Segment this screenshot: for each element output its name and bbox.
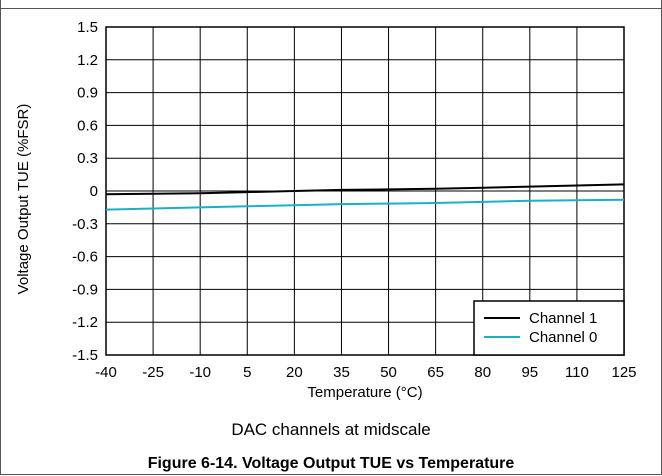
y-tick-label: 0.3 bbox=[77, 150, 98, 167]
tue-chart: 1.5 1.2 0.9 0.6 0.3 0 -0.3 -0.6 -0.9 -1.2 -1.5 -40… bbox=[15, 19, 637, 401]
y-tick-label: -0.3 bbox=[72, 216, 98, 233]
x-tick-label: -10 bbox=[189, 364, 211, 381]
x-tick-label: -25 bbox=[142, 364, 164, 381]
series-line-channel-0 bbox=[105, 198, 625, 211]
y-tick-label: 1.5 bbox=[77, 19, 98, 36]
y-tick-label: 1.2 bbox=[77, 52, 98, 69]
x-tick-label: 95 bbox=[521, 364, 538, 381]
y-tick-label: -1.2 bbox=[72, 314, 98, 331]
x-tick-label: 35 bbox=[333, 364, 350, 381]
figure-caption: Figure 6-14. Voltage Output TUE vs Tempe… bbox=[147, 455, 515, 472]
x-tick-label: 50 bbox=[380, 364, 397, 381]
series-line-channel-1 bbox=[105, 183, 625, 196]
y-tick-label: -0.9 bbox=[72, 281, 98, 298]
y-axis-label: Voltage Output TUE (%FSR) bbox=[15, 104, 32, 295]
y-tick-label: 0.9 bbox=[77, 85, 98, 102]
x-tick-label: 125 bbox=[611, 364, 636, 381]
x-tick-label: 20 bbox=[286, 364, 303, 381]
x-tick-label: -40 bbox=[95, 364, 117, 381]
x-tick-label: 5 bbox=[243, 364, 251, 381]
legend-label: Channel 0 bbox=[529, 329, 597, 346]
legend-box bbox=[473, 300, 625, 356]
legend: Channel 1 Channel 0 bbox=[473, 300, 625, 356]
x-axis-label: Temperature (°C) bbox=[307, 384, 422, 401]
plot-border bbox=[105, 26, 625, 356]
y-tick-label: -0.6 bbox=[72, 249, 98, 266]
x-tick-label: 110 bbox=[565, 364, 589, 381]
y-tick-label: 0 bbox=[90, 183, 98, 200]
legend-label: Channel 1 bbox=[529, 310, 597, 327]
chart-note: DAC channels at midscale bbox=[231, 420, 431, 439]
top-rule bbox=[0, 0, 662, 9]
x-tick-label: 65 bbox=[427, 364, 444, 381]
series-lines bbox=[105, 183, 625, 211]
y-tick-label: -1.5 bbox=[72, 347, 98, 364]
y-tick-labels: 1.5 1.2 0.9 0.6 0.3 0 -0.3 -0.6 -0.9 -1.2 -1.5 bbox=[72, 19, 98, 364]
y-tick-label: 0.6 bbox=[77, 117, 98, 134]
x-tick-labels: -40 -25 -10 5 20 35 50 65 80 95 110 125 bbox=[95, 364, 636, 381]
x-tick-label: 80 bbox=[474, 364, 491, 381]
